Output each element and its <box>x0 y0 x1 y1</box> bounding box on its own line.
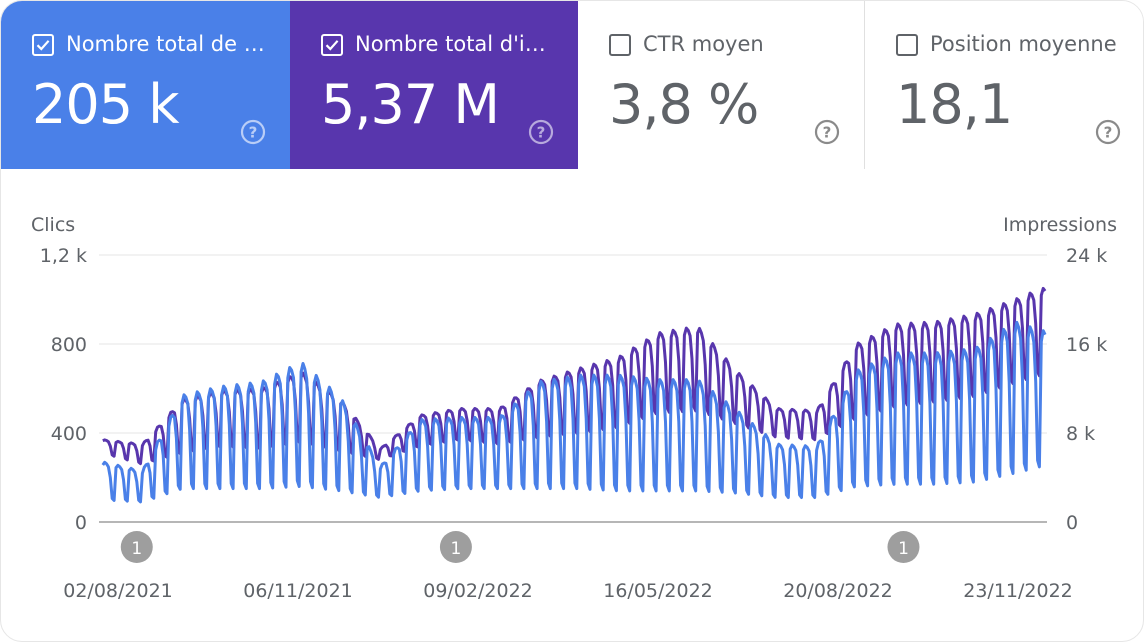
metric-value: 205 k <box>32 73 180 136</box>
annotation-label: 1 <box>131 539 142 559</box>
annotation-marker <box>887 531 920 563</box>
annotation-marker <box>439 531 472 563</box>
x-tick-label: 09/02/2022 <box>423 580 533 602</box>
right-tick-label: 0 <box>1066 512 1078 534</box>
checkbox-unchecked-icon[interactable] <box>896 34 918 56</box>
left-tick-label: 1,2 k <box>40 245 87 267</box>
metric-value: 3,8 % <box>609 73 759 136</box>
question-circle-icon[interactable]: ? <box>814 119 840 145</box>
x-tick-label: 20/08/2022 <box>783 580 893 602</box>
metric-label: Position moyenne <box>930 32 1117 56</box>
left-tick-label: 400 <box>51 423 87 445</box>
metric-value: 18,1 <box>896 73 1013 136</box>
x-tick-label: 23/11/2022 <box>963 580 1073 602</box>
annotation-marker <box>120 531 153 563</box>
svg-text:?: ? <box>249 124 258 142</box>
performance-chart[interactable]: Clics Impressions 1,2 k 800 400 0 24 k 16 k 8 k 0… <box>1 169 1144 642</box>
svg-text:?: ? <box>823 124 832 142</box>
x-tick-label: 06/11/2021 <box>243 580 353 602</box>
metric-label: CTR moyen <box>643 32 764 56</box>
metric-cards: Nombre total de … 205 k ? Nombre total d… <box>1 1 1143 169</box>
right-tick-label: 24 k <box>1066 245 1107 267</box>
question-circle-icon[interactable]: ? <box>1095 119 1121 145</box>
chart-area: Clics Impressions 1,2 k 800 400 0 24 k 16 k 8 k 0… <box>1 169 1144 642</box>
question-circle-icon[interactable]: ? <box>528 119 554 145</box>
clicks-series-line <box>101 320 1047 504</box>
svg-text:?: ? <box>537 124 546 142</box>
question-circle-icon[interactable]: ? <box>240 119 266 145</box>
metric-card-clicks[interactable]: Nombre total de … 205 k ? <box>1 1 290 169</box>
x-tick-label: 02/08/2021 <box>63 580 173 602</box>
right-tick-label: 8 k <box>1066 423 1095 445</box>
annotation-label: 1 <box>451 539 462 559</box>
metric-label: Nombre total de … <box>66 32 265 56</box>
right-axis-label: Impressions <box>1003 214 1117 236</box>
right-tick-label: 16 k <box>1066 334 1107 356</box>
checkbox-checked-icon[interactable] <box>321 34 343 56</box>
metric-card-impressions[interactable]: Nombre total d'i… 5,37 M ? <box>290 1 578 169</box>
left-tick-label: 800 <box>51 334 87 356</box>
left-tick-label: 0 <box>75 512 87 534</box>
metric-card-ctr[interactable]: CTR moyen 3,8 % ? <box>578 1 865 169</box>
metric-card-position[interactable]: Position moyenne 18,1 ? <box>865 1 1143 169</box>
metric-value: 5,37 M <box>321 73 500 136</box>
svg-text:?: ? <box>1104 124 1113 142</box>
x-tick-label: 16/05/2022 <box>603 580 713 602</box>
metric-label: Nombre total d'i… <box>355 32 546 56</box>
annotation-label: 1 <box>898 539 909 559</box>
checkbox-unchecked-icon[interactable] <box>609 34 631 56</box>
left-axis-label: Clics <box>31 214 75 236</box>
checkbox-checked-icon[interactable] <box>32 34 54 56</box>
